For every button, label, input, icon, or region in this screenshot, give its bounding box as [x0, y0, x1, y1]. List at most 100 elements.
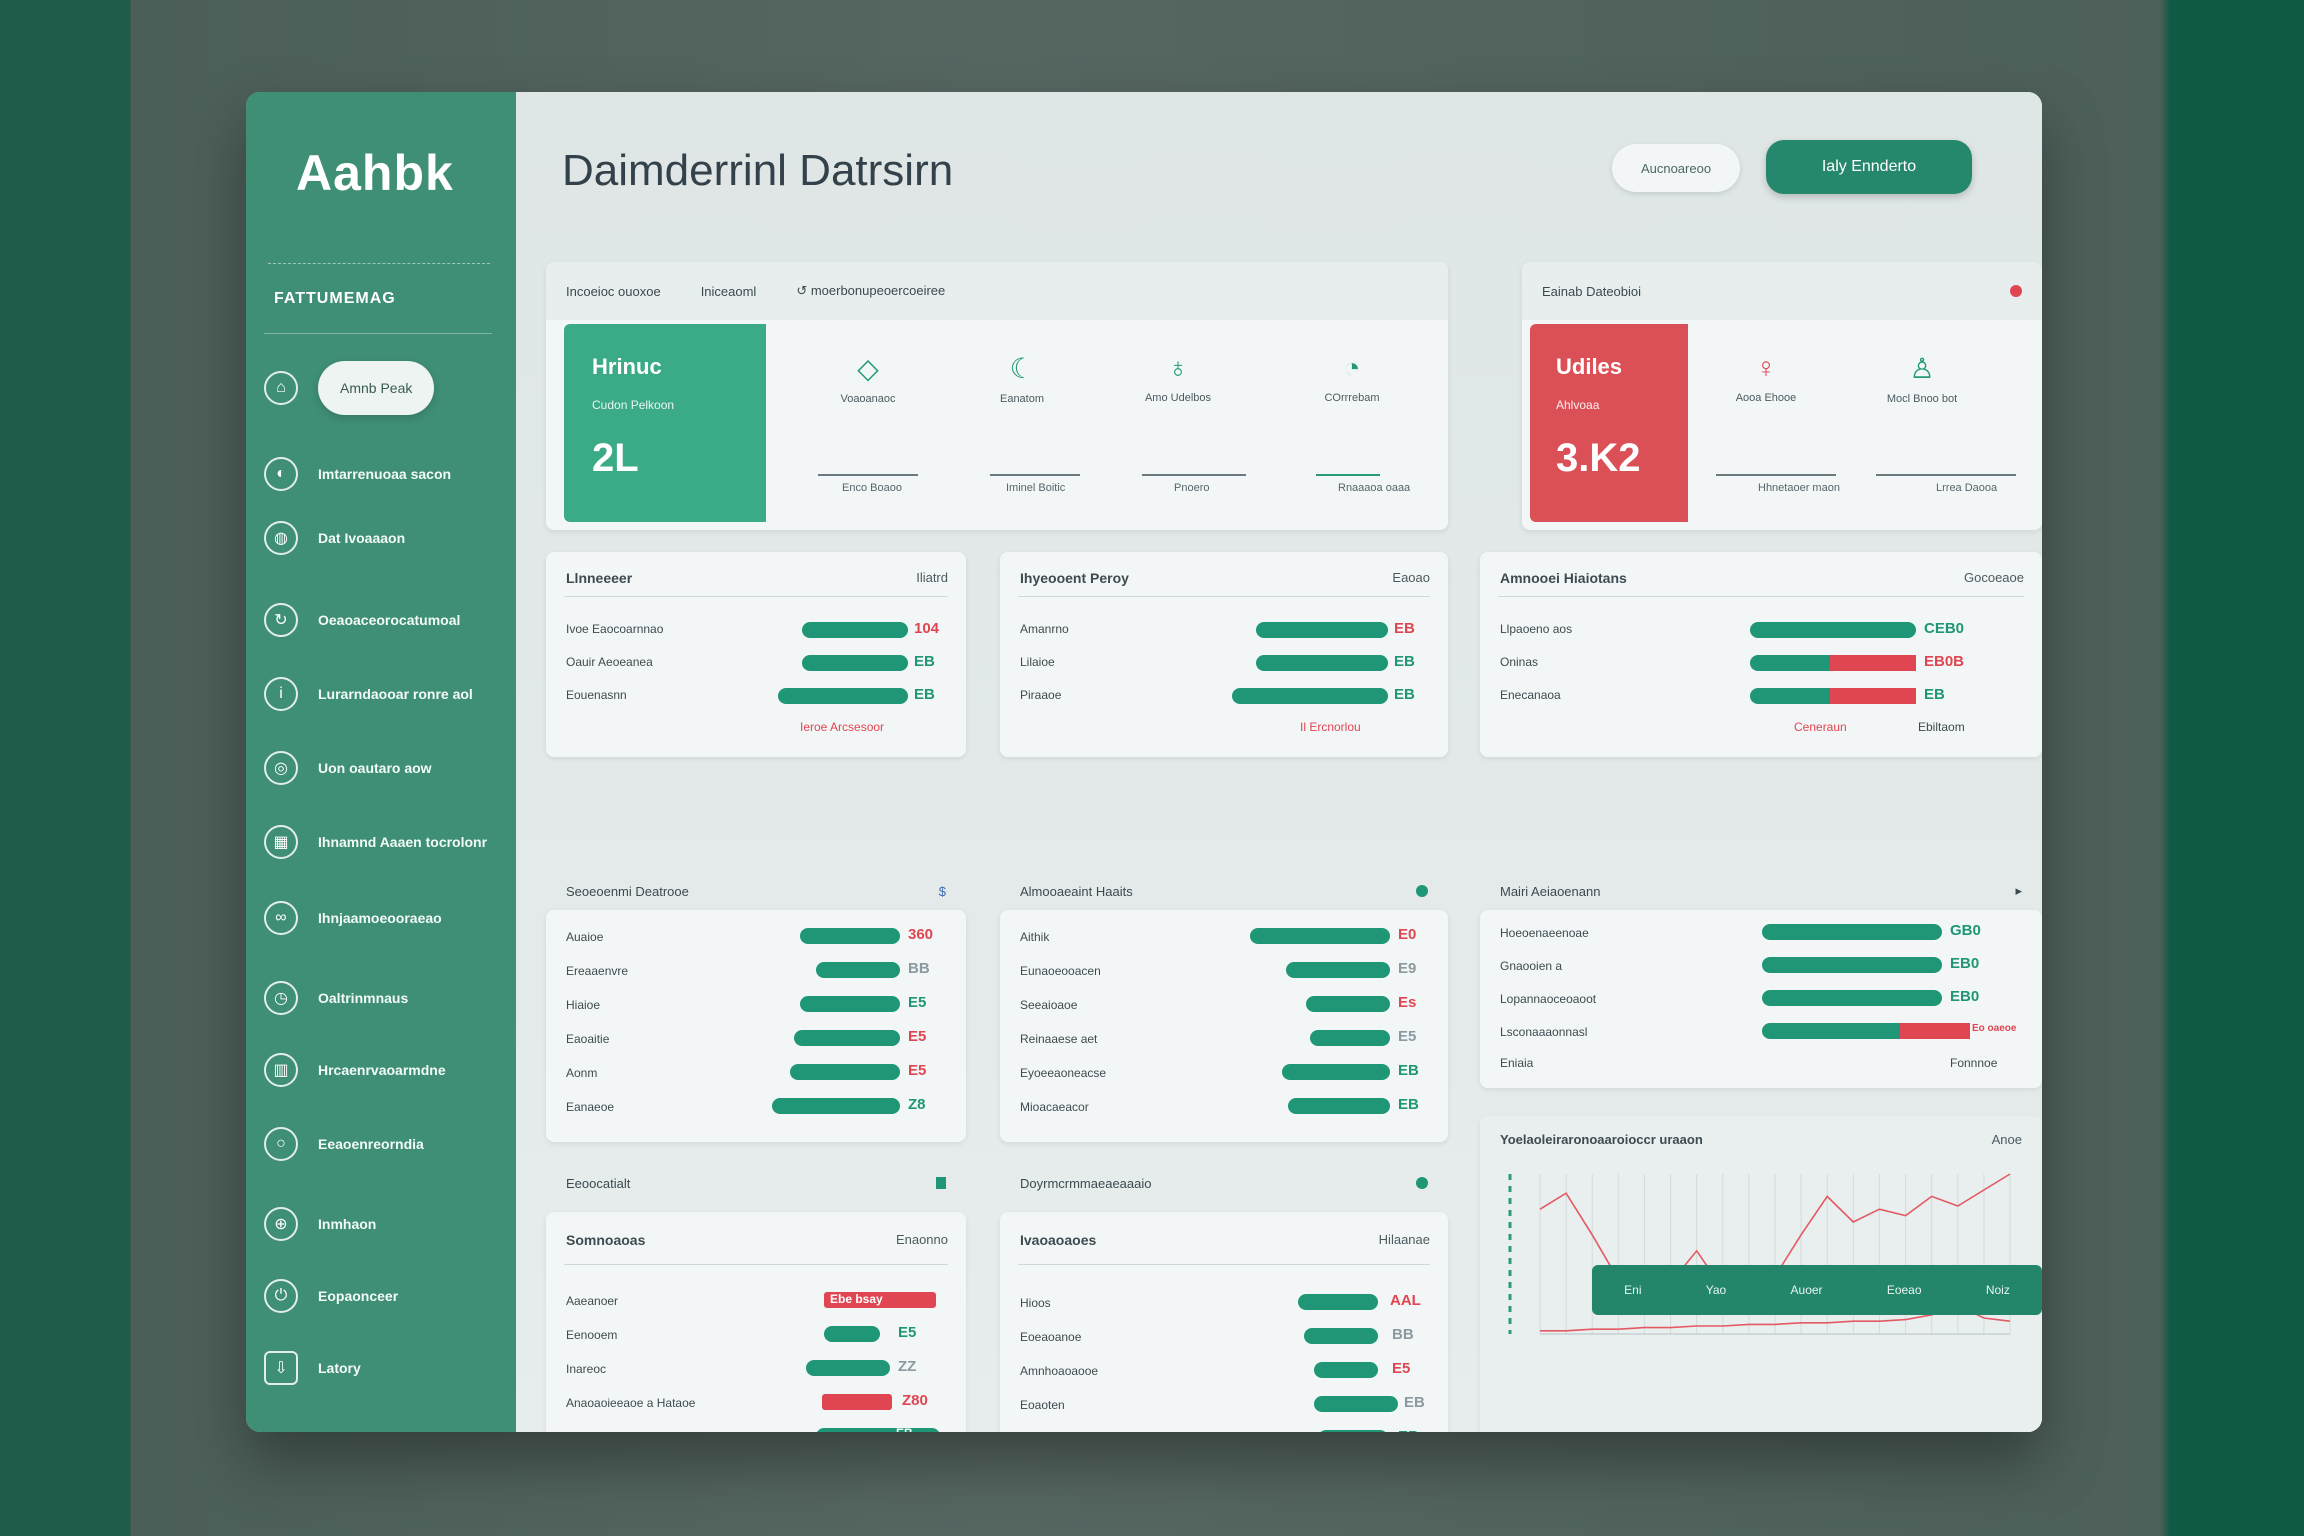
- overview-panel-right: Eainab Dateobioi Udiles Ahlvoaa 3.K2 ♀ Ao…: [1522, 262, 2042, 530]
- secondary-button[interactable]: Aucnoareoo: [1612, 144, 1740, 192]
- range-button[interactable]: Eni: [1624, 1283, 1642, 1297]
- panel-header: Incoeioc ouoxoe Iniceaoml ↺ moerbonupeoe…: [546, 262, 1448, 320]
- summary-card: Llnneeeer Iliatrd Ivoe Eaocoarnnao Oauir…: [546, 552, 966, 757]
- sidebar-item[interactable]: ○ Eeaoenreorndia: [264, 1124, 424, 1164]
- metric-line: [1876, 474, 2016, 476]
- progress-bar: [1286, 962, 1390, 978]
- row-value: EB: [1924, 686, 1945, 703]
- chart-range-buttons: Eni Yao Auoer Eoeao Noiz: [1592, 1265, 2042, 1315]
- row-label: Eoeaoanoe: [1020, 1330, 1082, 1344]
- metric-tick: Pnoero: [1174, 482, 1210, 494]
- panel-header-label: Incoeioc ouoxoe: [566, 283, 661, 299]
- sidebar-item[interactable]: ◎ Uon oautaro aow: [264, 748, 432, 788]
- section-header: Almooaeaint Haaits: [1000, 862, 1448, 920]
- progress-bar: [1256, 622, 1388, 638]
- section-title: Eeoocatialt: [566, 1175, 631, 1191]
- metric-item[interactable]: ♙ Mocl Bnoo bot: [1852, 352, 1992, 405]
- row-label: Reinaaese aet: [1020, 1032, 1098, 1046]
- droplet-icon: ◐: [264, 457, 298, 491]
- sidebar-item[interactable]: ↻ Oeaoaceorocatumoal: [264, 600, 460, 640]
- sidebar-divider: [264, 333, 492, 334]
- row-value: EB: [1394, 620, 1415, 637]
- progress-bar: [802, 655, 908, 671]
- card-footer: Ieroe Arcsesoor: [800, 720, 885, 734]
- sidebar-item-home[interactable]: ⌂ Amnb Peak: [264, 361, 435, 415]
- row-label: Amnhoaoaooe: [1020, 1364, 1099, 1378]
- row-label: Lsconaaaonnasl: [1500, 1025, 1588, 1039]
- section-title: Seoeoenmi Deatrooe: [566, 883, 689, 899]
- row-label: Oninas: [1500, 655, 1539, 669]
- sidebar-item[interactable]: ▥ Hrcaenrvaoarmdne: [264, 1050, 446, 1090]
- metric-item[interactable]: ◔ COrrrebam: [1282, 352, 1422, 404]
- metric-item[interactable]: ◇ Voaoanaoc: [798, 352, 938, 405]
- sidebar-item[interactable]: ∞ Ihnjaamoeooraeao: [264, 898, 442, 938]
- sidebar-item-label: Imtarrenuoaa sacon: [318, 466, 452, 482]
- trend-line-chart: [1508, 1173, 2011, 1335]
- progress-bar: [800, 996, 900, 1012]
- row-value: EB: [1398, 1062, 1419, 1079]
- kpi-sub: Cudon Pelkoon: [592, 398, 675, 412]
- sidebar-item[interactable]: ◍ Dat Ivoaaaon: [264, 518, 405, 558]
- metric-line: [1142, 474, 1246, 476]
- sidebar-item[interactable]: ⏻ Eopaonceer: [264, 1276, 398, 1316]
- sidebar-item[interactable]: ▦ Ihnamnd Aaaen tocrolonr: [264, 822, 487, 862]
- kpi-tile-green[interactable]: Hrinuc Cudon Pelkoon 2L: [564, 324, 766, 522]
- row-label: Inareoc: [566, 1362, 607, 1376]
- status-dot-icon: [1416, 885, 1428, 897]
- primary-button[interactable]: Ialy Ennderto: [1766, 140, 1972, 194]
- row-value: EB: [1398, 1428, 1419, 1432]
- section-header: Doyrmcrmmaeaeaaaio: [1000, 1154, 1448, 1212]
- sidebar-item[interactable]: ◷ Oaltrinmnaus: [264, 978, 408, 1018]
- row-value: E0: [1398, 926, 1417, 943]
- progress-bar: [1310, 1030, 1390, 1046]
- sidebar-pill-button[interactable]: Amnb Peak: [318, 361, 435, 415]
- metric-item[interactable]: ♁ Amo Udelbos: [1108, 352, 1248, 404]
- section-header: Mairi Aeiaoenann ▸: [1480, 862, 2042, 920]
- sidebar-item[interactable]: i Lurarndaooar ronre aol: [264, 674, 473, 714]
- row-label: Hiaioe: [566, 998, 601, 1012]
- row-label: Aaeanoer: [566, 1294, 619, 1308]
- row-value: 104: [914, 620, 940, 637]
- row-value: Eo oaeoe: [1972, 1023, 2017, 1034]
- sidebar-item[interactable]: ⇩ Latory: [264, 1348, 361, 1388]
- row-value: 360: [908, 926, 934, 943]
- kpi-tile-red[interactable]: Udiles Ahlvoaa 3.K2: [1530, 324, 1688, 522]
- row-label: Eoaosenaoe: [566, 1430, 633, 1432]
- row-value: EB: [896, 1426, 913, 1432]
- sidebar-divider: [268, 263, 490, 264]
- row-label: Oauir Aeoeanea: [566, 655, 653, 669]
- sidebar-item[interactable]: ◐ Imtarrenuoaa sacon: [264, 454, 451, 494]
- sidebar-item-label: Oaltrinmnaus: [318, 990, 409, 1006]
- sidebar-item-label: Inmhaon: [318, 1216, 377, 1232]
- range-button[interactable]: Yao: [1705, 1283, 1727, 1297]
- range-button[interactable]: Auoer: [1790, 1283, 1823, 1297]
- range-button[interactable]: Eoeao: [1886, 1283, 1922, 1297]
- sidebar-item-label: Ihnjaamoeooraeao: [318, 910, 442, 926]
- row-value: E9: [1398, 960, 1417, 977]
- progress-bar: [1762, 1023, 1942, 1039]
- row-label: Eyoeeaoneacse: [1020, 1066, 1107, 1080]
- progress-bar: [1250, 928, 1390, 944]
- card-footer: Ebiltaom: [1918, 720, 1965, 734]
- detail-card: Auaioe Ereaaenvre Hiaioe Eaoaitie Aonm E…: [546, 910, 966, 1142]
- square-icon: [936, 1177, 946, 1189]
- card-right-label: Hilaanae: [1378, 1232, 1430, 1247]
- sidebar-item-label: Eeaoenreorndia: [318, 1136, 424, 1152]
- metric-line: [818, 474, 918, 476]
- currency-icon: $: [938, 883, 946, 899]
- metric-item[interactable]: ♀ Aooa Ehooe: [1696, 352, 1836, 404]
- sidebar-item[interactable]: ⊕ Inmhaon: [264, 1204, 376, 1244]
- app-logo: Aahbk: [296, 145, 454, 201]
- metric-tick: Enco Boaoo: [842, 482, 902, 494]
- metric-item[interactable]: ☾ Eanatom: [952, 352, 1092, 405]
- row-label: Amanrno: [1020, 622, 1069, 636]
- card-title: Ivaoaoaoes: [1020, 1232, 1097, 1248]
- metric-tick: Rnaaaoa oaaa: [1338, 482, 1411, 494]
- grid-icon: ▦: [264, 825, 298, 859]
- row-value: EB: [1398, 1096, 1419, 1113]
- card-right-label: Gocoeaoe: [1964, 570, 2024, 585]
- range-button[interactable]: Noiz: [1985, 1283, 2010, 1297]
- progress-bar: [1762, 957, 1942, 973]
- row-label: Hioos: [1020, 1296, 1051, 1310]
- progress-bar: [816, 1428, 940, 1432]
